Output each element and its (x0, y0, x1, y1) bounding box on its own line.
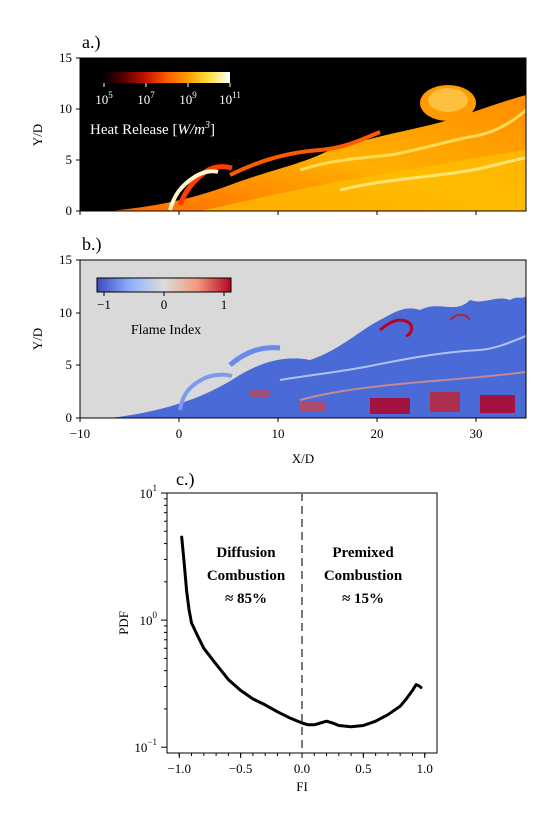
panel-b-label: b.) (82, 234, 102, 255)
panel-b-x-label: X/D (292, 451, 314, 466)
panel-b-y-tick: 0 (66, 410, 73, 425)
heat-release-colorbar-label: Heat Release [W/m3] (90, 120, 215, 138)
flame-index-colorbar-tick: 1 (221, 297, 228, 312)
panel-c: c.) −1.0 −0.5 0.0 0.5 1.0 10−1 100 101 Diffusio… (116, 469, 438, 794)
diffusion-annotation-line: Diffusion (216, 545, 276, 561)
panel-a-y-tick: 5 (66, 152, 73, 167)
panel-c-x-tick: −1.0 (167, 761, 191, 776)
panel-b-y-axis: 0 5 10 15 Y/D (30, 252, 80, 425)
flame-index-field (110, 296, 526, 418)
heat-release-colorbar-bar (104, 72, 230, 83)
panel-b-x-tick: 30 (470, 426, 483, 441)
panel-c-axes: −1.0 −0.5 0.0 0.5 1.0 10−1 100 101 (134, 483, 432, 776)
panel-c-x-label: FI (296, 779, 308, 794)
panel-c-y-tick: 100 (140, 610, 158, 628)
panel-a-y-tick: 10 (59, 101, 72, 116)
flame-index-colorbar-tick: 0 (161, 297, 168, 312)
flame-index-colorbar-label: Flame Index (131, 323, 201, 338)
flame-index-colorbar-bar (96, 277, 232, 293)
panel-a-x-ticks (79, 211, 477, 215)
panel-b-y-tick: 15 (59, 252, 72, 267)
panel-b-y-label: Y/D (30, 328, 45, 350)
panel-b-y-tick: 5 (66, 357, 73, 372)
panel-a-y-axis: 0 5 10 15 Y/D (30, 50, 80, 218)
flame-index-colorbar-tick: −1 (97, 297, 111, 312)
panel-c-x-tick: 0.0 (294, 761, 310, 776)
pdf-curve (180, 535, 423, 729)
panel-b-x-axis: −10 0 10 20 30 X/D (70, 418, 483, 466)
panel-c-x-tick: 0.5 (355, 761, 371, 776)
heat-release-colorbar-tick: 107 (137, 90, 155, 107)
panel-b-x-tick: 10 (272, 426, 285, 441)
flame-index-colorbar: −1 0 1 Flame Index (96, 277, 232, 338)
panel-c-x-tick: 1.0 (417, 761, 433, 776)
panel-a-label: a.) (82, 32, 100, 53)
heat-release-colorbar-tick: 1011 (219, 90, 241, 107)
premixed-annotation-line: Premixed (332, 545, 394, 561)
panel-a: a.) 105 107 109 1011 Heat Release [W/m3] (30, 32, 527, 218)
diffusion-annotation-line: ≈ 85% (225, 591, 267, 607)
diffusion-annotation-line: Combustion (207, 568, 286, 584)
panel-c-y-label: PDF (116, 611, 131, 635)
panel-a-y-tick: 0 (66, 203, 73, 218)
premixed-annotation-line: Combustion (324, 568, 403, 584)
panel-a-y-tick: 15 (59, 50, 72, 65)
panel-b-y-tick: 10 (59, 305, 72, 320)
heat-release-colorbar-tick: 105 (95, 90, 113, 107)
panel-c-label: c.) (176, 469, 194, 490)
heat-release-flame (110, 85, 526, 211)
premixed-annotation-line: ≈ 15% (342, 591, 384, 607)
heat-release-colorbar: 105 107 109 1011 Heat Release [W/m3] (90, 72, 241, 138)
panel-c-y-tick: 101 (140, 483, 158, 501)
panel-a-y-label: Y/D (30, 124, 45, 146)
panel-b-x-tick: −10 (70, 426, 90, 441)
panel-c-y-tick: 10−1 (134, 737, 157, 755)
panel-b-x-tick: 20 (371, 426, 384, 441)
panel-b: b.) −1 0 1 Flame Index (30, 234, 527, 466)
panel-b-x-tick: 0 (176, 426, 183, 441)
panel-c-x-tick: −0.5 (229, 761, 253, 776)
heat-release-colorbar-tick: 109 (179, 90, 197, 107)
